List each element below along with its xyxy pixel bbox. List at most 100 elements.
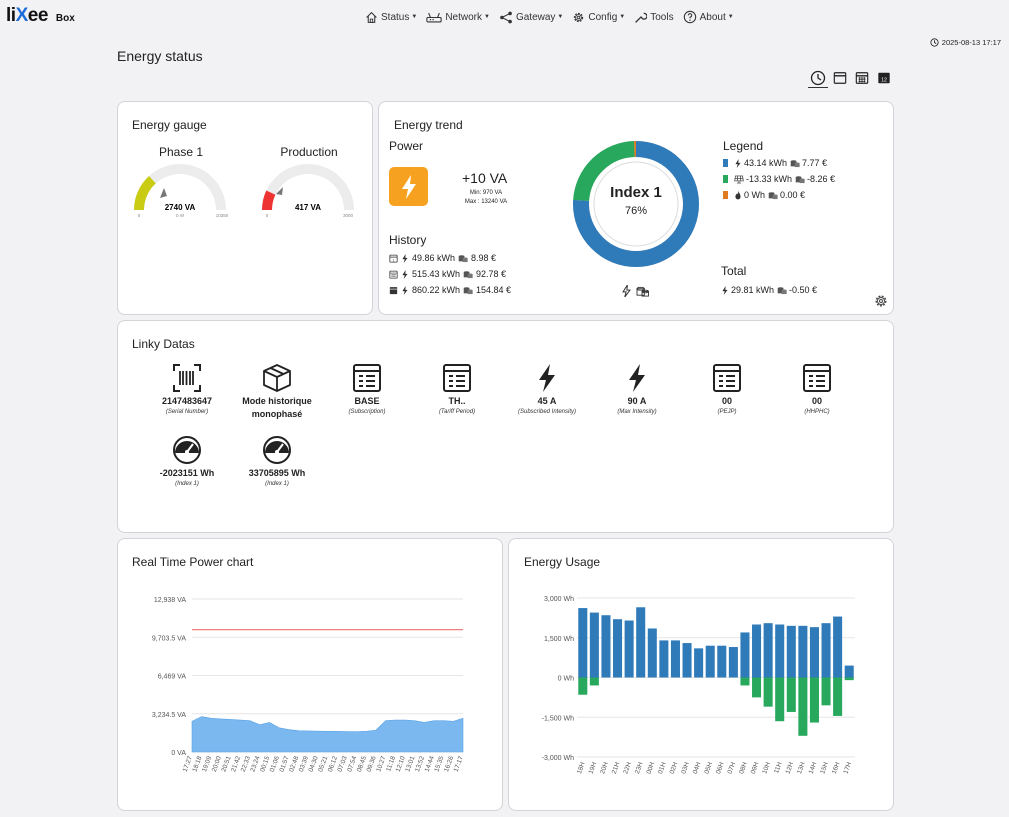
linky-pejp-value: 00 xyxy=(721,396,732,406)
x-tick-label: 00H xyxy=(646,761,657,775)
x-tick-label: 09H xyxy=(750,761,761,775)
energy-usage-title: Energy Usage xyxy=(524,555,601,569)
linky-serial-value: 2147483647 xyxy=(161,396,213,406)
power-current-value: +10 VA xyxy=(462,170,508,186)
bar-production xyxy=(798,677,808,736)
gear-icon xyxy=(875,295,887,307)
donut-percent: 76% xyxy=(624,205,648,217)
energy-trend-title: Energy trend xyxy=(394,118,463,132)
linky-item-index1-a: -2023151 Wh (Index 1) xyxy=(141,435,233,487)
calendar-grid-icon xyxy=(855,72,869,84)
x-tick-label: 14H xyxy=(808,761,819,775)
linky-serial-label: (Serial Number) xyxy=(165,409,209,415)
gauge-phase1: 2740 VA 0 0 W 10350 xyxy=(134,164,229,218)
year-view-label: 12 xyxy=(881,78,887,84)
donut-title: Index 1 xyxy=(610,184,662,201)
power-max: Max : 13240 VA xyxy=(464,199,508,205)
gauge-production-fill xyxy=(262,190,276,210)
total-cost: -0.50 € xyxy=(789,285,818,295)
chevron-down-icon: ▼ xyxy=(484,14,490,20)
gauge-production: 417 VA 0 3000 xyxy=(262,164,354,218)
speedometer-icon xyxy=(173,436,201,464)
bar-production xyxy=(578,677,588,695)
power-title: Power xyxy=(389,139,424,153)
list-icon xyxy=(713,364,741,392)
share-nodes-icon xyxy=(500,11,512,23)
nav-config[interactable]: Config ▼ xyxy=(572,11,625,24)
linky-index1-b-value: 33705895 Wh xyxy=(248,468,306,478)
bar-consumption xyxy=(636,607,646,678)
day-view-button[interactable] xyxy=(830,68,850,88)
x-tick-label: 21H xyxy=(611,761,622,775)
gauge-production-max: 3000 xyxy=(343,213,354,218)
chevron-down-icon: ▼ xyxy=(411,14,418,20)
realtime-chart-title: Real Time Power chart xyxy=(132,555,254,569)
bar-consumption xyxy=(705,645,715,678)
brand-subtitle: Box xyxy=(55,13,75,24)
power-min-max: Min: 970 VA Max : 13240 VA xyxy=(459,189,513,207)
nav-config-label: Config xyxy=(588,11,618,23)
bar-consumption xyxy=(786,625,796,678)
coins-icon xyxy=(463,270,473,278)
list-icon xyxy=(803,364,831,392)
bolt-icon xyxy=(735,158,741,168)
bolt-icon xyxy=(402,253,408,263)
legend-row-consumption: 43.14 kWh 7.77 € xyxy=(723,158,827,168)
energy-gauge-title: Energy gauge xyxy=(132,118,207,132)
linky-item-index1-b: 33705895 Wh (Index 1) xyxy=(231,435,323,487)
legend-row-gas: 0 Wh 0.00 € xyxy=(723,190,805,200)
coins-icon xyxy=(777,286,787,294)
linky-item-max-intensity: 90 A (Max Intensity) xyxy=(591,363,683,415)
linky-pejp-label: (PEJP) xyxy=(717,409,737,415)
nav-about-label: About xyxy=(699,11,726,23)
x-tick-label: 04H xyxy=(692,761,703,775)
nav-gateway[interactable]: Gateway ▼ xyxy=(499,11,563,24)
linky-max-intensity-label: (Max Intensity) xyxy=(617,409,657,415)
gauge-production-track xyxy=(262,164,354,210)
month-view-button[interactable] xyxy=(852,68,872,88)
gauge-phase1-track xyxy=(134,164,226,210)
svg-text:1: 1 xyxy=(393,258,395,262)
page-title: Energy status xyxy=(117,48,203,64)
linky-index1-a-value: -2023151 Wh xyxy=(159,468,215,478)
nav-about[interactable]: About ▼ xyxy=(683,10,734,24)
x-tick-label: 17H xyxy=(842,761,853,775)
list-icon xyxy=(443,364,471,392)
nav-status[interactable]: Status ▼ xyxy=(365,11,417,24)
nav-tools[interactable]: Tools xyxy=(634,11,674,24)
brand-name-part1: li xyxy=(6,5,16,26)
energy-trend-card: Energy trend Power +10 VA Min: 970 VA Ma… xyxy=(378,101,894,315)
linky-index1-a-label: (Index 1) xyxy=(175,481,199,487)
bolt-icon xyxy=(722,285,728,295)
bolt-icon xyxy=(539,364,555,392)
main-nav: Status ▼ Network ▼ Gateway ▼ Config ▼ Tools … xyxy=(365,10,743,24)
energy-gauge-card: Energy gauge Phase 1 2740 VA 0 0 W 10350… xyxy=(117,101,373,315)
chevron-down-icon: ▼ xyxy=(557,14,564,20)
chevron-down-icon: ▼ xyxy=(619,14,626,20)
legend-consumption-energy: 43.14 kWh xyxy=(744,158,788,168)
history-month-cost: 92.78 € xyxy=(476,269,507,279)
donut-footer-icons xyxy=(622,285,649,297)
realtime-view-button[interactable] xyxy=(808,68,828,88)
nav-network[interactable]: Network ▼ xyxy=(426,11,490,24)
bar-consumption xyxy=(798,625,808,678)
calendar-blank-icon xyxy=(833,72,847,84)
nav-status-label: Status xyxy=(381,11,410,23)
linky-tariff-value: TH.. xyxy=(448,396,466,406)
chevron-down-icon: ▼ xyxy=(727,14,734,20)
trend-settings-button[interactable] xyxy=(874,294,888,308)
donut-inner-ring xyxy=(593,161,679,247)
gauge-production-label: Production xyxy=(280,145,338,159)
bar-consumption xyxy=(844,665,854,678)
legend-consumption-cost: 7.77 € xyxy=(802,158,828,168)
linky-item-subscription: BASE (Subscription) xyxy=(321,363,413,415)
bar-production xyxy=(752,677,762,698)
realtime-power-chart: 12,938 VA 9,703.5 VA 6,469 VA 3,234.5 VA 0 V… xyxy=(152,597,465,773)
calendar-month-icon xyxy=(389,270,398,279)
brand-logo[interactable]: liXee Box xyxy=(6,5,75,27)
legend-swatch xyxy=(723,159,728,167)
bar-consumption xyxy=(682,643,692,678)
calendar-year-icon xyxy=(389,286,398,294)
nav-gateway-label: Gateway xyxy=(515,11,556,23)
year-view-button[interactable]: 12 xyxy=(874,68,894,88)
